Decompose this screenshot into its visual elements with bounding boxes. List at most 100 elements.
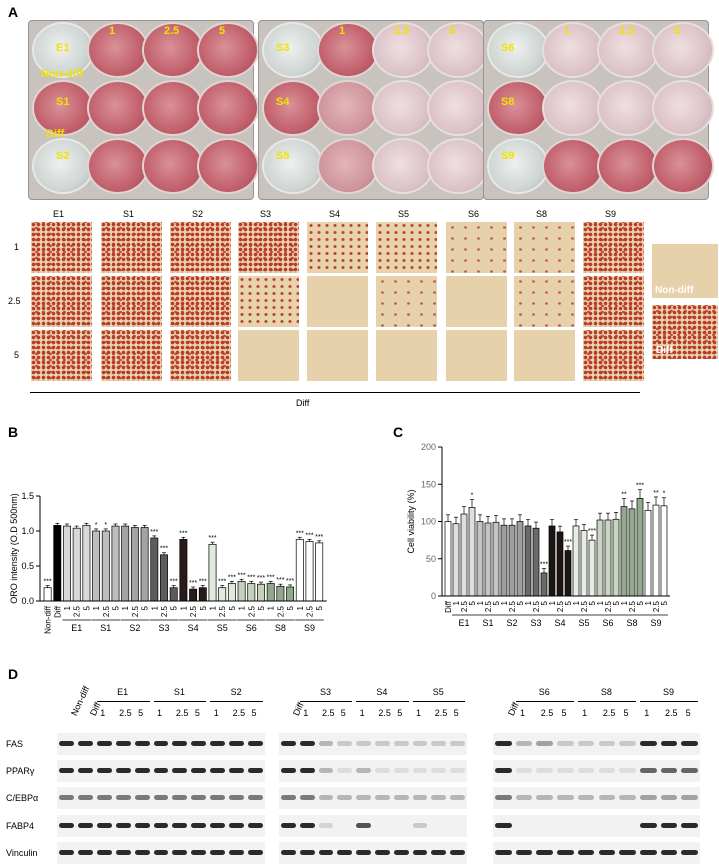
significance-mark: *** — [540, 561, 548, 568]
blot-band — [318, 768, 334, 773]
blot-band — [134, 823, 150, 828]
blot-band — [248, 768, 263, 773]
bar-label: 1 — [524, 600, 533, 605]
blot-band — [412, 850, 428, 855]
bar — [198, 587, 207, 602]
protein-label: C/EBPα — [6, 793, 39, 803]
culture-well — [32, 138, 94, 194]
bar — [612, 518, 620, 597]
blot-band — [172, 768, 188, 773]
blot-band — [515, 741, 533, 746]
bar — [227, 583, 236, 602]
significance-mark: *** — [160, 546, 168, 553]
blot-strip — [279, 733, 467, 755]
lane-conc-label: 1 — [359, 708, 365, 718]
bar-label: 2.5 — [102, 605, 111, 617]
bar — [169, 587, 178, 602]
lane-conc-label: 1 — [416, 708, 422, 718]
panel-label-b: B — [8, 424, 19, 440]
bar — [452, 523, 460, 597]
bar — [516, 521, 524, 597]
bar-label: 5 — [660, 600, 669, 605]
blot-band — [619, 768, 636, 773]
group-underline — [515, 701, 574, 702]
culture-well — [142, 22, 204, 78]
significance-mark: *** — [564, 539, 572, 546]
blot-band — [134, 850, 150, 855]
significance-mark: *** — [286, 578, 294, 585]
bar-label: Non-diff — [44, 605, 53, 634]
significance-mark: *** — [44, 579, 52, 586]
group-label: S6 — [246, 623, 257, 633]
blot-band — [393, 741, 409, 746]
plate-row-label: S2 — [56, 150, 70, 162]
blot-band — [77, 850, 93, 855]
lane-conc-label: 1 — [213, 708, 219, 718]
bar — [588, 539, 596, 597]
culture-well — [372, 138, 434, 194]
culture-well — [427, 138, 489, 194]
blot-band — [375, 768, 390, 773]
blot-band — [153, 850, 169, 855]
blot-band — [153, 795, 169, 800]
bar-label: 1 — [92, 605, 101, 610]
blot-strip — [279, 760, 467, 782]
lane-conc-label: 2.5 — [175, 708, 189, 718]
plate-row-label: S4 — [276, 96, 290, 108]
blot-band — [495, 795, 512, 800]
culture-well — [372, 80, 434, 136]
blot-band — [210, 768, 226, 773]
significance-mark: *** — [218, 579, 226, 586]
bar-label: 5 — [540, 600, 549, 605]
plate-row-label: E1 — [56, 42, 70, 54]
bar — [150, 537, 159, 602]
blot-band — [660, 795, 678, 800]
bar-label: 1 — [267, 605, 276, 610]
culture-well — [197, 80, 259, 136]
blot-band — [134, 795, 150, 800]
blot-band — [660, 850, 678, 855]
blot-band — [660, 768, 678, 773]
blot-band — [337, 795, 353, 800]
blot-band — [393, 768, 409, 773]
panel-label-a: A — [8, 4, 19, 20]
bar — [652, 504, 660, 597]
group-label: S9 — [662, 687, 674, 697]
group-label: S1 — [173, 687, 185, 697]
bar — [580, 530, 588, 597]
diff-bracket-label: Diff — [296, 398, 310, 408]
blot-band — [450, 850, 465, 855]
blot-band — [337, 850, 353, 855]
bar — [556, 531, 564, 597]
culture-well — [317, 138, 379, 194]
bar — [295, 539, 304, 602]
blot-band — [495, 741, 512, 746]
culture-well — [87, 138, 149, 194]
significance-mark: *** — [228, 574, 236, 581]
culture-well — [262, 22, 324, 78]
bar — [540, 572, 548, 597]
culture-well — [197, 138, 259, 194]
bar-label: 2.5 — [189, 605, 198, 617]
blot-band — [495, 850, 512, 855]
blot-band — [412, 795, 428, 800]
bar — [508, 524, 516, 597]
protein-label: FABP4 — [6, 821, 35, 831]
lane-conc-label: 1 — [520, 708, 526, 718]
blot-band — [495, 768, 512, 773]
group-label: S3 — [158, 623, 169, 633]
blot-band — [281, 850, 296, 855]
group-underline — [210, 701, 263, 702]
plate-row-label: S6 — [501, 42, 515, 54]
bar — [564, 550, 572, 597]
culture-well — [87, 22, 149, 78]
group-label: S5 — [432, 687, 444, 697]
significance-mark: *** — [296, 530, 304, 537]
y-tick-label: 1.5 — [21, 491, 34, 501]
bar — [492, 521, 500, 597]
blot-band — [210, 741, 226, 746]
blot-band — [248, 823, 263, 828]
bar-label: 1 — [644, 600, 653, 605]
blot-band — [681, 795, 698, 800]
lane-conc-label: 5 — [561, 708, 567, 718]
